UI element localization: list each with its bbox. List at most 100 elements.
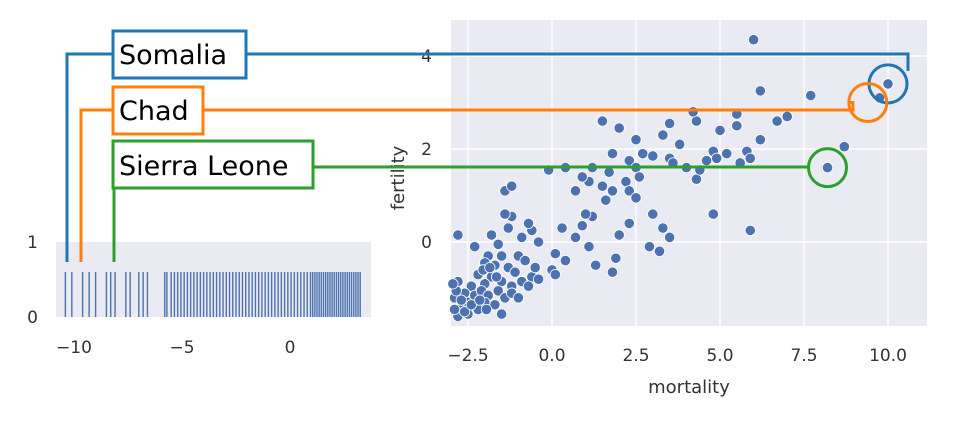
rug-y-ticks: 01 (27, 233, 38, 328)
scatter-point (485, 229, 498, 241)
scatter-point (711, 152, 723, 164)
scatter-x-tick-label: −2.5 (447, 346, 488, 366)
somalia-label: Somalia (119, 40, 227, 71)
scatter-point (576, 220, 588, 232)
scatter-point (653, 245, 666, 257)
scatter-point (821, 162, 834, 174)
callout-annotations: Somalia Chad Sierra Leone (65, 29, 910, 262)
scatter-point (663, 117, 676, 130)
scatter-point (633, 171, 645, 183)
scatter-point (529, 261, 541, 274)
scatter-y-tick-label: 0 (421, 233, 432, 253)
rug-y-tick-label: 0 (27, 308, 38, 328)
scatter-point (502, 222, 514, 234)
scatter-point (448, 303, 461, 316)
scatter-point (663, 231, 676, 243)
scatter-point (714, 124, 726, 136)
scatter-point (754, 134, 766, 146)
scatter-point (882, 78, 894, 90)
scatter-point (643, 241, 656, 253)
scatter-point (490, 271, 503, 283)
chad-rug-leader-line (79, 108, 113, 262)
scatter-point (620, 175, 632, 188)
x-axis-label: mortality (648, 377, 730, 398)
sierra-leone-label: Sierra Leone (119, 151, 289, 182)
scatter-point (519, 255, 531, 267)
scatter-point (613, 122, 625, 134)
y-axis-label: fertility (388, 145, 409, 210)
scatter-point (647, 150, 659, 162)
scatter-point (447, 278, 459, 290)
rug-y-tick-label: 1 (27, 233, 38, 253)
scatter-point (512, 292, 525, 304)
scatter-point (700, 155, 713, 167)
chad-label: Chad (119, 96, 189, 127)
scatter-point (637, 148, 649, 160)
scatter-point (492, 285, 504, 297)
scatter-point (657, 129, 669, 141)
scatter-point (583, 241, 595, 253)
scatter-point (744, 224, 756, 236)
scatter-point (805, 89, 817, 102)
scatter-point (499, 208, 511, 220)
scatter-point (744, 152, 756, 164)
scatter-x-tick-label: 7.5 (790, 346, 817, 366)
scatter-point (603, 166, 615, 178)
sierra-leone-callout-box (111, 139, 315, 190)
scatter-point (690, 173, 703, 185)
scatter-point (569, 231, 582, 243)
scatter-point (690, 115, 703, 127)
scatter-x-tick-label: 10.0 (869, 346, 907, 366)
scatter-point (549, 248, 561, 260)
rug-x-ticks: −10 −5 0 (56, 338, 295, 358)
scatter-point (576, 171, 588, 183)
scatter-point (606, 185, 619, 197)
scatter-point (465, 299, 477, 311)
scatter-points (447, 34, 894, 322)
scatter-point (522, 217, 535, 229)
scatter-point (623, 217, 635, 229)
scatter-point (838, 141, 850, 153)
scatter-point (754, 85, 766, 97)
rug-marks (64, 272, 361, 317)
scatter-point (630, 134, 642, 146)
scatter-x-tick-label: 5.0 (706, 346, 733, 366)
scatter-x-tick-label: 2.5 (622, 346, 649, 366)
scatter-point (647, 208, 659, 220)
scatter-point (687, 106, 699, 118)
scatter-point (771, 115, 783, 127)
rug-x-tick-label: 0 (285, 338, 296, 358)
scatter-point (781, 110, 793, 123)
scatter-point (474, 294, 486, 306)
rug-x-tick-label: −10 (56, 338, 92, 358)
scatter-point (556, 222, 568, 234)
scatter-point (455, 294, 467, 306)
sierra-leone-highlight-ring (807, 147, 849, 189)
scatter-grid (451, 20, 927, 326)
scatter-point (600, 194, 612, 206)
scatter-point (495, 250, 508, 262)
scatter-point (721, 148, 733, 160)
chad-leader-line (203, 101, 855, 112)
scatter-y-ticks: 0 2 4 (421, 47, 432, 253)
scatter-point (549, 268, 561, 281)
scatter-y-tick-label: 2 (421, 140, 432, 160)
scatter-point (747, 34, 760, 46)
scatter-point (532, 273, 545, 285)
scatter-point (469, 241, 481, 253)
scatter-point (484, 261, 496, 274)
scatter-point (623, 185, 635, 197)
scatter-point (495, 308, 508, 320)
scatter-point (606, 266, 619, 278)
somalia-leader-line (246, 52, 910, 71)
somalia-rug-leader-line (65, 52, 113, 262)
scatter-point (674, 138, 686, 150)
scatter-x-tick-label: 0.0 (538, 346, 565, 366)
scatter-point (522, 280, 535, 292)
scatter-y-tick-label: 4 (421, 47, 432, 67)
scatter-point (613, 229, 625, 241)
chad-highlight-ring (847, 82, 889, 123)
scatter-point (731, 120, 743, 132)
scatter-point (559, 255, 572, 267)
scatter-point (707, 208, 719, 220)
